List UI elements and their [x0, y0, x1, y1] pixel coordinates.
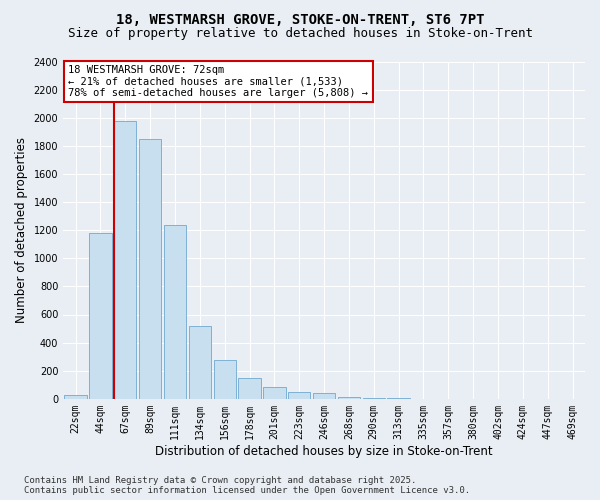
Bar [164, 224, 186, 399]
Bar [388, 398, 410, 399]
Text: Size of property relative to detached houses in Stoke-on-Trent: Size of property relative to detached ho… [67, 28, 533, 40]
Bar [238, 378, 261, 399]
Text: 18 WESTMARSH GROVE: 72sqm
← 21% of detached houses are smaller (1,533)
78% of se: 18 WESTMARSH GROVE: 72sqm ← 21% of detac… [68, 65, 368, 98]
Bar [214, 360, 236, 399]
Bar [64, 394, 87, 399]
Bar [288, 392, 310, 399]
Y-axis label: Number of detached properties: Number of detached properties [15, 137, 28, 323]
Bar [263, 387, 286, 399]
Bar [114, 120, 136, 399]
Bar [139, 139, 161, 399]
Bar [338, 396, 360, 399]
Text: 18, WESTMARSH GROVE, STOKE-ON-TRENT, ST6 7PT: 18, WESTMARSH GROVE, STOKE-ON-TRENT, ST6… [116, 12, 484, 26]
Text: Contains HM Land Registry data © Crown copyright and database right 2025.
Contai: Contains HM Land Registry data © Crown c… [24, 476, 470, 495]
Bar [362, 398, 385, 399]
Bar [188, 326, 211, 399]
Bar [89, 233, 112, 399]
X-axis label: Distribution of detached houses by size in Stoke-on-Trent: Distribution of detached houses by size … [155, 444, 493, 458]
Bar [313, 393, 335, 399]
